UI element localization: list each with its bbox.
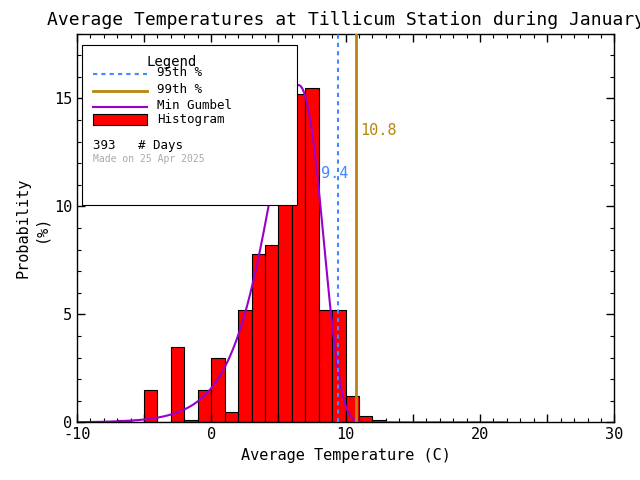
Bar [278,189,292,422]
Bar [292,94,305,422]
Bar [305,88,319,422]
Bar [359,416,372,422]
Bar [198,390,211,422]
Bar [319,310,332,422]
Title: Average Temperatures at Tillicum Station during January: Average Temperatures at Tillicum Station… [47,11,640,29]
Text: Min Gumbel: Min Gumbel [157,99,232,112]
Bar [372,420,386,422]
Bar [265,245,278,422]
Text: 9.4: 9.4 [321,167,349,181]
FancyBboxPatch shape [93,114,147,125]
X-axis label: Average Temperature (C): Average Temperature (C) [241,448,451,463]
Text: 95th %: 95th % [157,66,202,79]
Text: 10.8: 10.8 [360,123,397,138]
Bar [117,420,131,422]
Y-axis label: Probability
(%): Probability (%) [16,178,48,278]
Bar [225,412,238,422]
Text: Legend: Legend [147,55,197,69]
Bar [332,310,346,422]
Bar [252,254,265,422]
Bar [171,347,184,422]
Text: Histogram: Histogram [157,113,225,126]
Bar [144,390,157,422]
Bar [238,310,252,422]
Bar [211,358,225,422]
Text: Made on 25 Apr 2025: Made on 25 Apr 2025 [93,154,205,164]
Bar [346,396,359,422]
Text: 393   # Days: 393 # Days [93,139,183,152]
FancyBboxPatch shape [82,45,297,204]
Bar [184,420,198,422]
Text: 99th %: 99th % [157,83,202,96]
